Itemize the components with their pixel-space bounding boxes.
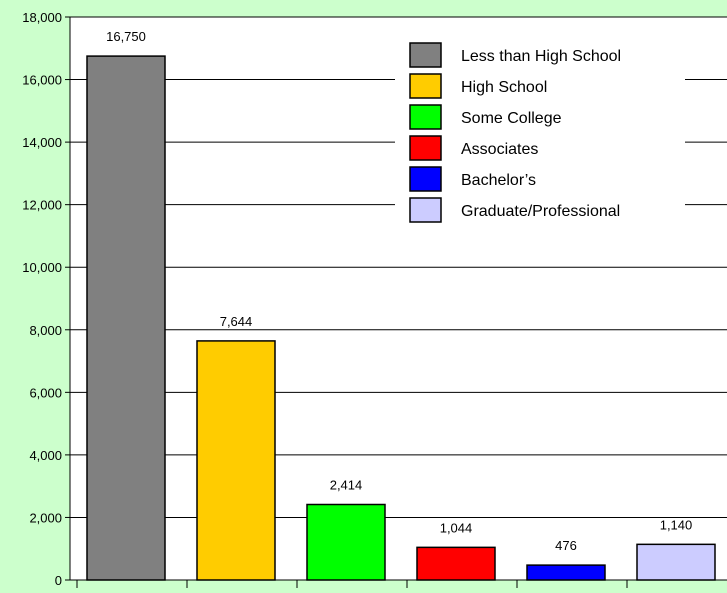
legend-swatch (409, 135, 442, 161)
y-tick-label: 18,000 (22, 10, 62, 25)
data-label: 16,750 (106, 29, 146, 44)
x-axis (70, 579, 727, 588)
legend-swatch (409, 73, 442, 99)
y-axis: 0 2,000 4,000 6,000 8,000 10,000 12,000 14,000 1… (22, 10, 71, 588)
y-tick-label: 4,000 (29, 448, 62, 463)
y-tick-label: 0 (55, 573, 62, 588)
data-label: 1,140 (660, 517, 693, 532)
y-tick-label: 6,000 (29, 385, 62, 400)
legend-swatch (409, 104, 442, 130)
bar (196, 340, 276, 581)
legend-label: Bachelor’s (461, 172, 536, 189)
bar (526, 564, 606, 581)
data-label: 476 (555, 538, 577, 553)
data-label: 1,044 (440, 520, 473, 535)
legend: Less than High School High School Some Col… (395, 32, 685, 242)
bar (636, 543, 716, 581)
legend-swatch (409, 197, 442, 223)
bars (86, 55, 716, 581)
data-label: 2,414 (330, 477, 363, 492)
legend-label: Less than High School (461, 48, 621, 65)
bar (86, 55, 166, 581)
bar (306, 503, 386, 581)
legend-label: Some College (461, 110, 562, 127)
legend-background (395, 32, 685, 242)
y-tick-label: 14,000 (22, 135, 62, 150)
legend-label: Graduate/Professional (461, 203, 620, 220)
y-tick-label: 10,000 (22, 260, 62, 275)
data-labels: 16,750 7,644 2,414 1,044 476 1,140 (106, 29, 692, 553)
y-tick-label: 2,000 (29, 510, 62, 525)
y-tick-label: 12,000 (22, 198, 62, 213)
legend-label: High School (461, 79, 547, 96)
y-tick-label: 8,000 (29, 323, 62, 338)
legend-swatch (409, 166, 442, 192)
legend-swatch (409, 42, 442, 68)
bar (416, 546, 496, 581)
y-tick-label: 16,000 (22, 73, 62, 88)
legend-label: Associates (461, 141, 538, 158)
data-label: 7,644 (220, 314, 253, 329)
